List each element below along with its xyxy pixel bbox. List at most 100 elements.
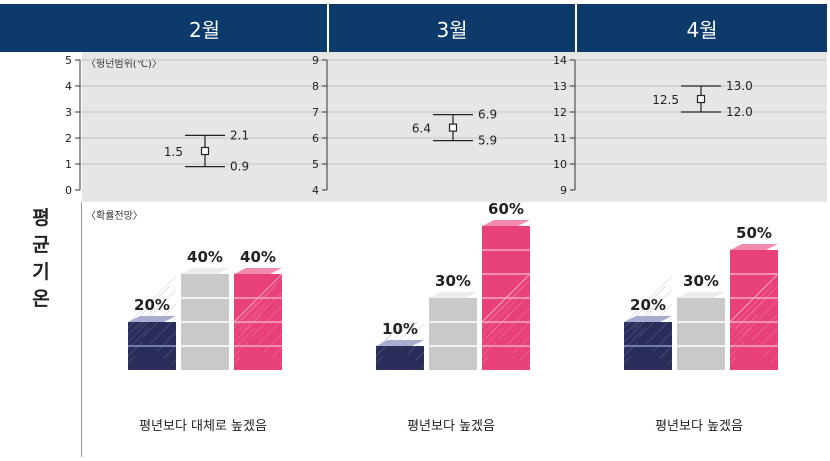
bar-texture bbox=[491, 293, 531, 333]
bar-value-label: 50% bbox=[736, 224, 772, 242]
errorbar-high-label: 2.1 bbox=[230, 128, 249, 142]
errorbar-high-label: 13.0 bbox=[726, 79, 753, 93]
probability-bar bbox=[481, 220, 531, 370]
bar-texture bbox=[729, 273, 779, 323]
month-header-feb: 2월 bbox=[82, 4, 327, 52]
errorbar-mean-label: 12.5 bbox=[652, 93, 679, 107]
bar-texture bbox=[421, 365, 425, 369]
y-tick-label: 7 bbox=[312, 106, 319, 119]
y-tick-label: 10 bbox=[553, 158, 567, 171]
probability-bar bbox=[233, 268, 283, 370]
bar-texture bbox=[149, 317, 177, 345]
bar-front bbox=[376, 346, 424, 370]
bar-texture bbox=[233, 273, 283, 323]
bar-texture bbox=[729, 327, 752, 350]
bar-texture bbox=[233, 341, 249, 357]
bar-texture bbox=[277, 361, 283, 367]
bar-texture bbox=[233, 285, 277, 329]
bar-texture bbox=[233, 273, 283, 323]
y-tick-label: 13 bbox=[553, 80, 567, 93]
errorbar-mean-marker bbox=[200, 146, 210, 156]
bar-texture bbox=[481, 273, 531, 323]
bar-texture bbox=[481, 273, 531, 323]
bar-value-label: 20% bbox=[630, 296, 666, 314]
bar-top bbox=[128, 316, 176, 322]
bar-texture bbox=[729, 355, 738, 364]
probability-bar bbox=[375, 321, 425, 370]
bar-top bbox=[677, 292, 725, 298]
month-label: 3월 bbox=[436, 17, 468, 42]
probability-bar bbox=[181, 268, 229, 370]
bar-texture bbox=[481, 327, 504, 350]
errorbar-low-label: 12.0 bbox=[726, 105, 753, 119]
range-label: 〈평년범위(℃)〉 bbox=[86, 59, 162, 70]
y-tick-label: 5 bbox=[312, 158, 319, 171]
bar-texture bbox=[481, 273, 531, 323]
bar-texture bbox=[481, 273, 531, 323]
bar-texture bbox=[481, 273, 531, 323]
month-label: 2월 bbox=[188, 17, 221, 42]
bar-top bbox=[429, 292, 477, 298]
bar-texture bbox=[666, 359, 673, 366]
bar-texture bbox=[481, 355, 490, 364]
bar-texture bbox=[742, 299, 779, 336]
bar-texture bbox=[270, 347, 283, 360]
bar-texture bbox=[729, 273, 779, 323]
bar-texture bbox=[233, 299, 270, 336]
bar-texture bbox=[233, 273, 283, 323]
bar-texture bbox=[481, 273, 531, 323]
bar-texture bbox=[242, 291, 283, 332]
bar-texture bbox=[233, 327, 256, 350]
bar-texture bbox=[128, 275, 177, 324]
bar-texture bbox=[481, 273, 531, 323]
bar-texture bbox=[170, 359, 177, 366]
probability-bar bbox=[729, 244, 779, 370]
bar-texture bbox=[256, 319, 283, 346]
errorbar-mean-label: 6.4 bbox=[412, 122, 431, 136]
bar-texture bbox=[763, 341, 779, 357]
bar-texture bbox=[631, 289, 673, 331]
header-corner bbox=[0, 4, 82, 52]
bar-texture bbox=[519, 349, 531, 361]
bar-texture bbox=[163, 345, 177, 359]
side-title: 평 균 기 온 bbox=[28, 205, 54, 313]
bar-texture bbox=[729, 273, 779, 323]
bar-texture bbox=[481, 285, 525, 329]
bar-texture bbox=[375, 355, 384, 364]
bar-texture bbox=[233, 273, 283, 323]
caption-mar: 평년보다 높겠음 bbox=[407, 419, 495, 434]
bar-texture bbox=[235, 277, 283, 325]
side-title-char: 기 bbox=[32, 261, 50, 283]
bar-texture bbox=[729, 273, 779, 323]
bar-texture bbox=[481, 273, 531, 323]
errorbar-mean-label: 1.5 bbox=[164, 145, 183, 159]
bar-front bbox=[730, 250, 778, 370]
bar-texture bbox=[770, 355, 779, 364]
errorbar-mean-marker bbox=[696, 94, 706, 104]
bar-texture bbox=[263, 333, 283, 353]
bar-texture bbox=[127, 341, 143, 357]
bar-texture bbox=[233, 273, 283, 323]
y-tick-label: 2 bbox=[65, 132, 72, 145]
bar-texture bbox=[756, 327, 779, 350]
month-header-mar: 3월 bbox=[329, 4, 575, 52]
prob-label: 〈확률전망〉 bbox=[86, 211, 143, 222]
bar-top bbox=[482, 220, 530, 226]
bar-value-label: 30% bbox=[683, 272, 719, 290]
y-tick-label: 4 bbox=[312, 184, 319, 197]
bar-texture bbox=[481, 299, 518, 336]
y-tick-label: 1 bbox=[65, 158, 72, 171]
bar-value-label: 60% bbox=[488, 200, 524, 218]
probability-bar bbox=[429, 292, 477, 370]
bar-top bbox=[624, 316, 672, 322]
bar-texture bbox=[623, 327, 646, 350]
bar-texture bbox=[729, 341, 745, 357]
bar-texture bbox=[729, 273, 779, 323]
bar-texture bbox=[481, 273, 531, 323]
bar-texture bbox=[749, 313, 779, 343]
bar-texture bbox=[659, 345, 673, 359]
bar-top bbox=[730, 244, 778, 250]
y-tick-label: 12 bbox=[553, 106, 567, 119]
y-tick-label: 8 bbox=[312, 80, 319, 93]
